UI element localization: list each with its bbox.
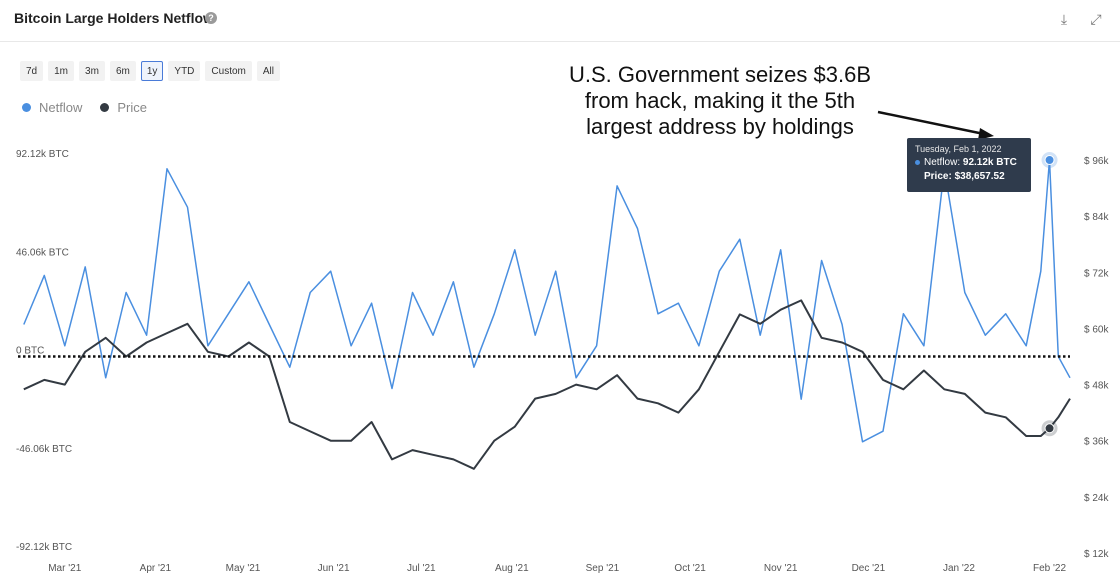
x-axis-label: Feb '22	[1033, 563, 1066, 574]
tooltip-netflow-row: Netflow: 92.12k BTC	[915, 157, 1023, 168]
y-axis-left-label: -46.06k BTC	[16, 444, 72, 455]
chart-header: Bitcoin Large Holders Netflow ? ⤓ ⤢	[0, 0, 1120, 42]
range-button-6m[interactable]: 6m	[109, 61, 136, 81]
netflow-line	[23, 159, 1071, 443]
legend-dot-price	[100, 103, 110, 112]
range-button-ytd[interactable]: YTD	[168, 61, 201, 81]
tooltip-netflow-value: 92.12k BTC	[962, 157, 1017, 168]
chart-annotation: U.S. Government seizes $3.6B from hack, …	[520, 62, 920, 140]
tooltip-netflow-label: Netflow:	[924, 157, 961, 168]
question-circle-icon[interactable]: ?	[205, 12, 217, 24]
x-axis-label: Jan '22	[943, 563, 975, 574]
chart-legend: Netflow Price	[22, 100, 147, 115]
y-axis-left-label: 0 BTC	[16, 346, 44, 357]
legend-label-price: Price	[117, 100, 147, 115]
x-axis-label: May '21	[226, 563, 261, 574]
x-axis-label: Sep '21	[586, 563, 620, 574]
y-axis-right-label: $ 84k	[1084, 212, 1109, 223]
y-axis-right-label: $ 48k	[1084, 381, 1109, 392]
legend-label-netflow: Netflow	[39, 100, 83, 115]
y-axis-left-label: -92.12k BTC	[16, 542, 72, 553]
tooltip-price-value: $38,657.52	[954, 171, 1005, 182]
expand-icon[interactable]: ⤢	[1090, 11, 1102, 27]
x-axis-label: Jun '21	[318, 563, 350, 574]
x-axis-label: Aug '21	[495, 563, 529, 574]
range-button-3m[interactable]: 3m	[79, 61, 105, 81]
legend-item-netflow[interactable]: Netflow	[22, 100, 82, 115]
y-axis-right-label: $ 12k	[1084, 549, 1109, 560]
y-axis-right-label: $ 60k	[1084, 324, 1109, 335]
range-button-1y[interactable]: 1y	[140, 61, 164, 81]
y-axis-right-label: $ 96k	[1084, 156, 1109, 167]
chart-title: Bitcoin Large Holders Netflow	[14, 10, 214, 26]
range-button-custom[interactable]: Custom	[205, 61, 252, 81]
range-button-1m[interactable]: 1m	[48, 61, 75, 81]
y-axis-right-label: $ 72k	[1084, 268, 1109, 279]
hover-tooltip: Tuesday, Feb 1, 2022 Netflow: 92.12k BTC…	[907, 138, 1031, 192]
legend-dot-netflow	[22, 103, 31, 112]
y-axis-right-label: $ 36k	[1084, 437, 1109, 448]
tooltip-netflow-dot	[915, 159, 920, 165]
tooltip-price-row: Price: $38,657.52	[915, 171, 1023, 182]
price-line	[23, 299, 1071, 470]
x-axis-label: Mar '21	[48, 563, 81, 574]
y-axis-left-label: 46.06k BTC	[16, 247, 69, 258]
range-button-7d[interactable]: 7d	[20, 61, 44, 81]
download-icon[interactable]: ⤓	[1060, 11, 1068, 27]
legend-item-price[interactable]: Price	[100, 100, 147, 115]
annotation-arrow	[877, 110, 994, 140]
range-button-all[interactable]: All	[256, 61, 280, 81]
price-hover-marker	[1044, 423, 1055, 434]
x-axis-label: Apr '21	[140, 563, 172, 574]
x-axis-label: Dec '21	[852, 563, 886, 574]
tooltip-date: Tuesday, Feb 1, 2022	[915, 144, 1002, 154]
annotation-line: U.S. Government seizes $3.6B	[568, 62, 872, 87]
y-axis-right-label: $ 24k	[1084, 493, 1109, 504]
y-axis-left-label: 92.12k BTC	[16, 149, 69, 160]
tooltip-price-label: Price:	[924, 171, 952, 182]
range-selector: 7d 1m 3m 6m 1y YTD Custom All	[20, 61, 280, 81]
x-axis-label: Nov '21	[764, 563, 798, 574]
x-axis-label: Jul '21	[407, 563, 436, 574]
netflow-hover-marker	[1044, 155, 1055, 165]
annotation-line: from hack, making it the 5th	[584, 88, 856, 113]
x-axis-label: Oct '21	[674, 563, 706, 574]
annotation-line: largest address by holdings	[586, 114, 854, 139]
